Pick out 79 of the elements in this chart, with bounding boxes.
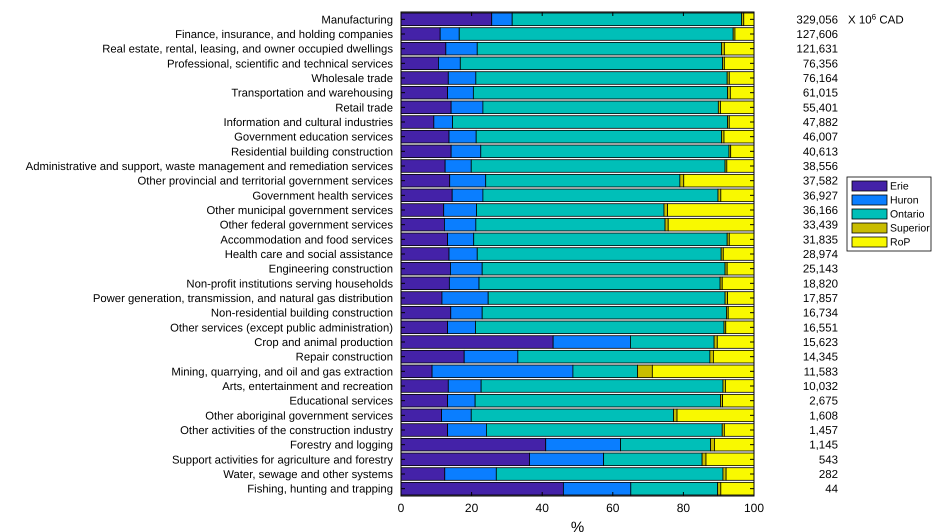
y-tick-label: Mining, quarrying, and oil and gas extraction [171,366,393,378]
text: 38,556 [802,161,838,174]
text: 329,056 [796,14,838,26]
y-tick-label: Other provincial and territorial government services [137,176,394,188]
text: 18,820 [802,278,838,290]
text: 25,143 [802,264,838,276]
y-tick-label: Non-profit institutions serving households [186,278,394,290]
text: 31,835 [802,234,838,246]
y-tick-label: Other activities of the construction industry [180,424,394,437]
y-tick-label: Forestry and logging [290,440,393,452]
text: 61,015 [802,88,838,100]
y-tick-label: Manufacturing [321,14,393,26]
x-tick-label: 60 [606,501,620,515]
text: 17,857 [802,293,838,306]
y-tick-label: Retail trade [335,102,393,114]
text: 543 [818,454,838,466]
text: 282 [818,469,838,482]
y-tick-label: Fishing, hunting and trapping [247,484,393,496]
x-tick-label: 100 [744,501,764,515]
y-tick-label: Finance, insurance, and holding companies [175,28,394,41]
text: 76,356 [802,58,838,70]
legend-label: Erie [890,180,909,193]
text: 11,583 [804,366,838,378]
legend-label: Huron [890,194,919,207]
y-tick-label: Information and cultural industries [223,116,394,129]
text: 1,145 [809,440,838,452]
y-tick-label: Wholesale trade [311,72,393,85]
y-tick-label: Educational services [289,396,394,408]
legend-label: Ontario [890,208,925,221]
text: 36,927 [802,190,838,202]
legend-label: Superior [890,222,930,235]
x-axis-title: % [570,519,584,532]
text: 15,623 [802,337,838,350]
x-tick-label: 80 [676,501,690,515]
y-tick-label: Power generation, transmission, and natural gas distribution [92,292,393,305]
y-tick-label: Crop and animal production [254,336,393,349]
legend-label: RoP [890,236,910,249]
text: 127,606 [796,29,838,42]
text: 1,457 [809,425,838,438]
text: 33,439 [802,220,838,232]
text: 46,007 [802,132,838,144]
text: 47,882 [802,117,838,130]
text: 40,613 [802,146,838,158]
text: 55,401 [802,102,838,114]
text: 2,675 [809,396,838,408]
y-tick-label: Engineering construction [268,264,393,276]
text: 16,551 [802,322,838,334]
y-tick-label: Water, sewage and other systems [223,468,394,481]
text: 37,582 [802,176,838,188]
y-tick-label: Other aboriginal government services [205,410,394,422]
text: 121,631 [796,44,838,56]
y-tick-label: Non-residential building construction [210,308,393,320]
y-tick-label: Health care and social assistance [224,248,393,261]
text: 76,164 [802,73,839,86]
text: 10,032 [802,381,838,394]
y-tick-label: Real estate, rental, leasing, and owner occupied dwellings [102,44,394,56]
y-tick-label: Government health services [252,190,394,202]
y-tick-label: Professional, scientific and technical services [166,58,394,70]
y-tick-label: Other services (except public administration) [170,322,394,334]
text: 16,734 [802,308,839,320]
y-tick-label: Residential building construction [230,146,393,158]
y-tick-label: Government education services [234,132,394,144]
y-tick-label: Arts, entertainment and recreation [222,380,393,393]
text: X 10$^{6}$ CAD [848,12,904,26]
text: 1,608 [809,410,838,422]
y-tick-label: Repair construction [296,352,393,364]
x-tick-label: 0 [398,501,405,515]
x-tick-label: 40 [536,501,550,515]
y-tick-label: Other municipal government services [206,204,394,217]
text: 36,166 [802,205,838,218]
y-tick-label: Administrative and support, waste management and remediation services [26,160,394,173]
y-tick-label: Other federal government services [220,220,394,232]
y-tick-label: Support activities for agriculture and forestry [172,454,394,466]
text: 44 [825,484,839,496]
x-tick-label: 20 [464,501,479,515]
text: 14,345 [802,352,838,364]
text: 28,974 [802,249,839,262]
y-tick-label: Transportation and warehousing [231,88,393,100]
y-tick-label: Accommodation and food services [220,234,394,246]
